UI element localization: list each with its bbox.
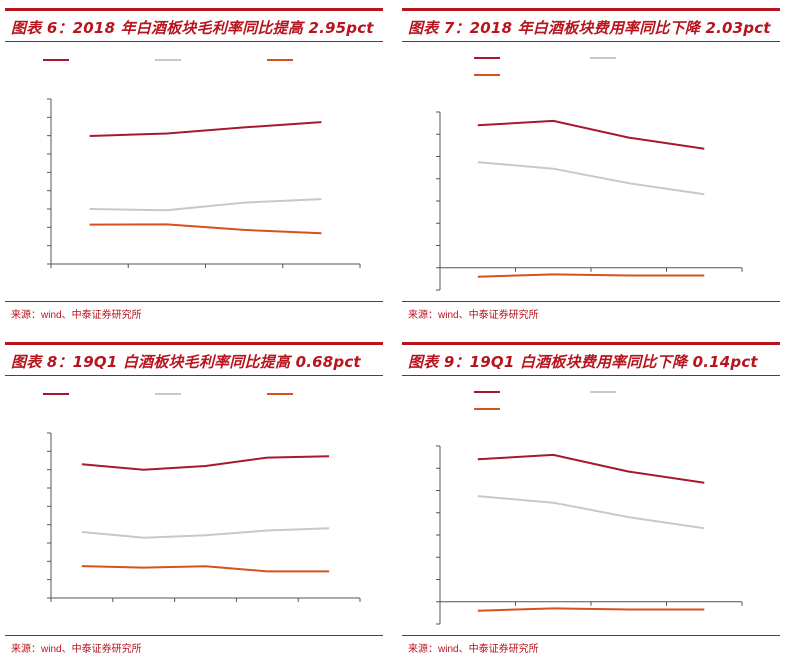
title-divider	[5, 375, 383, 376]
panel-top-bar	[5, 8, 383, 11]
series-line	[81, 527, 330, 539]
series-line	[81, 455, 330, 471]
panel-top-bar	[5, 342, 383, 345]
panel-title: 图表 8：19Q1 白酒板块毛利率同比提高 0.68pct	[11, 353, 361, 371]
series-line	[477, 453, 705, 484]
series-line	[89, 223, 322, 235]
source-divider	[402, 301, 780, 302]
series-line	[477, 161, 705, 196]
panel-top-bar	[402, 8, 780, 11]
source-note: 来源：wind、中泰证券研究所	[11, 644, 142, 655]
source-note: 来源：wind、中泰证券研究所	[408, 644, 539, 655]
series-line	[81, 565, 330, 573]
panel-title: 图表 9：19Q1 白酒板块费用率同比下降 0.14pct	[408, 353, 758, 371]
chart-panel-7: 图表 7：2018 年白酒板块费用率同比下降 2.03pct 来源：wind、中…	[402, 8, 780, 326]
source-divider	[5, 301, 383, 302]
source-note: 来源：wind、中泰证券研究所	[11, 310, 142, 321]
source-divider	[5, 635, 383, 636]
series-line	[477, 607, 705, 612]
chart-panel-9: 图表 9：19Q1 白酒板块费用率同比下降 0.14pct 来源：wind、中泰…	[402, 342, 780, 660]
title-divider	[5, 41, 383, 42]
line-chart-gross-margin-q1	[43, 393, 361, 602]
series-line	[89, 121, 322, 137]
series-line	[89, 198, 322, 212]
series-line	[477, 273, 705, 278]
panel-title: 图表 6：2018 年白酒板块毛利率同比提高 2.95pct	[11, 19, 374, 37]
title-divider	[402, 41, 780, 42]
source-divider	[402, 635, 780, 636]
chart-panel-6: 图表 6：2018 年白酒板块毛利率同比提高 2.95pct 来源：wind、中…	[5, 8, 383, 326]
line-chart-expense-ratio-q1	[436, 391, 743, 625]
source-note: 来源：wind、中泰证券研究所	[408, 310, 539, 321]
title-divider	[402, 375, 780, 376]
panel-title: 图表 7：2018 年白酒板块费用率同比下降 2.03pct	[408, 19, 771, 37]
line-chart-gross-margin	[43, 59, 361, 268]
series-line	[477, 495, 705, 530]
series-line	[477, 119, 705, 150]
chart-panel-8: 图表 8：19Q1 白酒板块毛利率同比提高 0.68pct 来源：wind、中泰…	[5, 342, 383, 660]
panel-top-bar	[402, 342, 780, 345]
line-chart-expense-ratio-2018	[436, 57, 743, 291]
